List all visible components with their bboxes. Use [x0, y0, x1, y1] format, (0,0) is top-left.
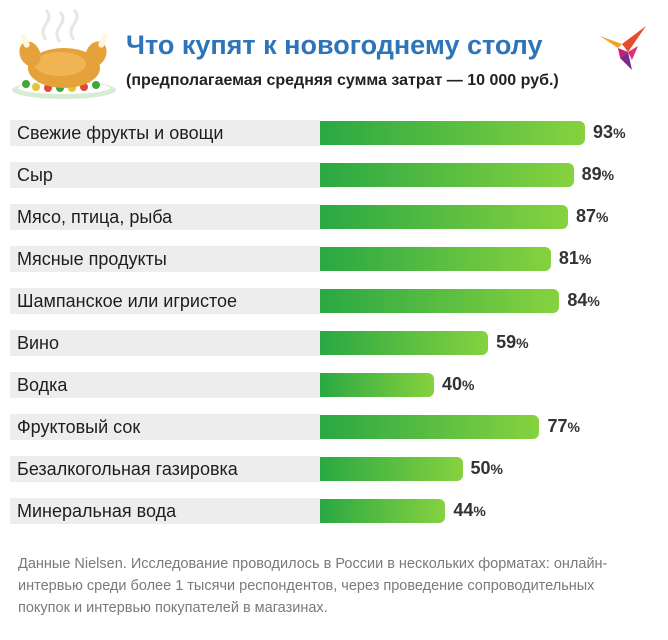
bar	[320, 415, 540, 439]
label-band	[10, 204, 320, 230]
category-label: Минеральная вода	[17, 501, 177, 521]
category-label: Шампанское или игристое	[17, 291, 238, 311]
label-band	[10, 372, 320, 398]
value-unit: %	[516, 335, 529, 351]
bar-row: Вино 59%	[0, 328, 668, 358]
bar-row: Водка 40%	[0, 370, 668, 400]
value-label: 87%	[576, 206, 608, 227]
roast-turkey-icon	[12, 8, 116, 99]
value-unit: %	[595, 209, 609, 225]
value-label: 81%	[559, 248, 591, 269]
value-number: 77	[547, 416, 568, 436]
bar-row: Безалкогольная газировка 50%	[0, 454, 668, 484]
label-band	[10, 330, 320, 356]
value-unit: %	[567, 419, 580, 435]
label-band	[10, 246, 320, 272]
category-label: Мясные продукты	[17, 249, 167, 269]
category-label: Фруктовый сок	[17, 417, 141, 437]
footnote: Данные Nielsen. Исследование проводилось…	[18, 556, 608, 616]
value-unit: %	[587, 293, 600, 309]
bar-row: Шампанское или игристое 84%	[0, 286, 668, 316]
bar	[320, 121, 586, 145]
value-label: 40%	[442, 374, 474, 395]
bar-row: Свежие фрукты и овощи 93%	[0, 118, 668, 148]
bar-row: Мясные продукты 81%	[0, 244, 668, 274]
value-number: 93	[593, 122, 614, 142]
category-label: Безалкогольная газировка	[17, 459, 238, 479]
category-label: Вино	[17, 333, 60, 353]
bar	[320, 373, 434, 397]
label-band	[10, 120, 320, 146]
bar	[320, 331, 489, 355]
value-unit: %	[462, 377, 475, 393]
bar-chart: Свежие фрукты и овощи 93% Сыр 89% Мясо, птиц…	[0, 118, 668, 538]
bar-row: Минеральная вода 44%	[0, 496, 668, 526]
category-label: Сыр	[17, 165, 53, 185]
value-unit: %	[473, 503, 486, 519]
value-number: 40	[442, 374, 463, 394]
category-label: Мясо, птица, рыба	[17, 207, 173, 227]
bar-row: Мясо, птица, рыба 87%	[0, 202, 668, 232]
value-label: 44%	[453, 500, 485, 521]
value-label: 89%	[582, 164, 614, 185]
value-unit: %	[613, 125, 626, 141]
bar	[320, 457, 463, 481]
category-label: Водка	[17, 375, 68, 395]
value-number: 87	[575, 206, 596, 226]
label-band	[10, 288, 320, 314]
page-subtitle: (предполагаемая средняя сумма затрат — 1…	[126, 72, 559, 89]
value-unit: %	[601, 167, 615, 183]
value-number: 59	[496, 332, 517, 352]
page-title: Что купят к новогоднему столу	[126, 30, 543, 60]
value-label: 84%	[567, 290, 599, 311]
value-number: 89	[581, 164, 602, 184]
label-band	[10, 162, 320, 188]
value-number: 44	[453, 500, 474, 520]
bar-row: Фруктовый сок 77%	[0, 412, 668, 442]
value-label: 50%	[471, 458, 503, 479]
header: Что купят к новогоднему столу (предполаг…	[0, 0, 668, 110]
label-band	[10, 456, 320, 482]
value-unit: %	[490, 461, 503, 477]
bar	[320, 205, 568, 229]
swallow-logo-icon	[600, 26, 646, 70]
category-label: Свежие фрукты и овощи	[17, 123, 224, 143]
label-band	[10, 498, 320, 524]
bar	[320, 163, 574, 187]
value-number: 50	[470, 458, 491, 478]
bar	[320, 247, 551, 271]
value-number: 84	[567, 290, 588, 310]
bar	[320, 499, 446, 523]
value-label: 93%	[593, 122, 625, 143]
value-label: 77%	[547, 416, 579, 437]
value-label: 59%	[496, 332, 528, 353]
value-number: 81	[558, 248, 579, 268]
value-unit: %	[578, 251, 592, 267]
label-band	[10, 414, 320, 440]
bar	[320, 289, 560, 313]
bar-row: Сыр 89%	[0, 160, 668, 190]
